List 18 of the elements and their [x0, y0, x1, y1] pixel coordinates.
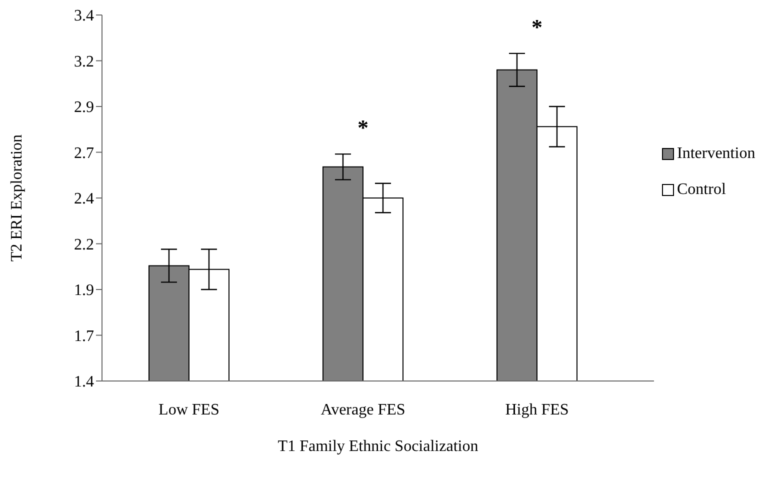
legend-label: Control: [677, 181, 726, 199]
y-tick-label: 2.9: [74, 99, 94, 116]
legend-label: Intervention: [677, 145, 756, 163]
y-tick-label: 1.7: [74, 328, 94, 345]
y-tick-label: 2.4: [74, 190, 94, 208]
x-tick-label: High FES: [505, 401, 569, 418]
x-tick-label: Average FES: [320, 401, 406, 418]
y-tick-label: 2.2: [74, 236, 94, 254]
y-tick-label: 1.9: [74, 282, 94, 300]
y-tick-label: 3.2: [74, 53, 94, 70]
y-axis-title: T2 ERI Exploration: [8, 134, 26, 262]
x-tick-label: Low FES: [158, 401, 220, 418]
x-axis-title: T1 Family Ethnic Socialization: [278, 438, 478, 455]
y-tick-label: 1.4: [74, 374, 94, 391]
y-tick-label: 2.7: [74, 144, 94, 162]
y-tick-label: 3.4: [74, 8, 94, 25]
annotation: *: [532, 14, 542, 40]
annotation: *: [358, 115, 368, 140]
